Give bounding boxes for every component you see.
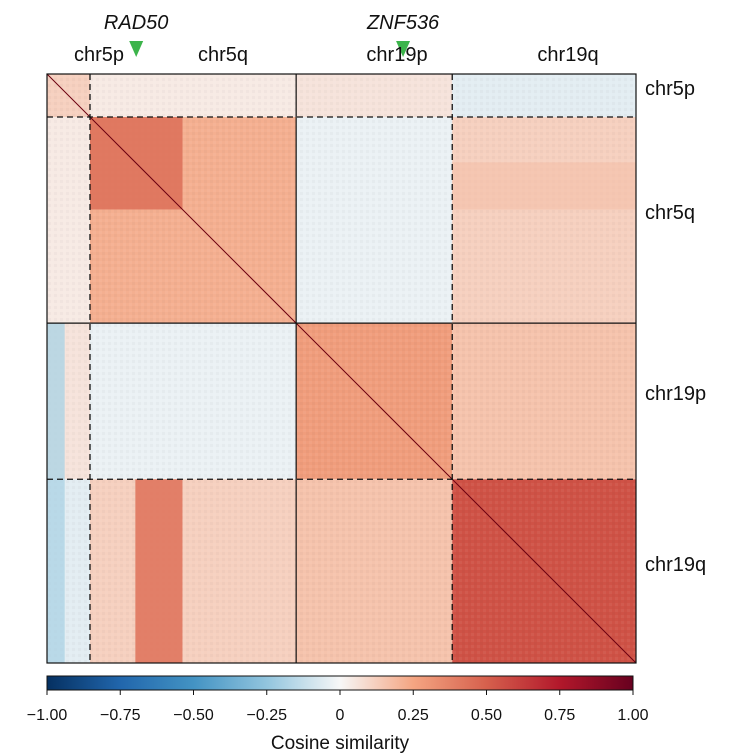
dividers — [47, 74, 636, 663]
top-label-chr19p: chr19p — [366, 44, 427, 66]
colorbar-bar — [46, 675, 634, 691]
top-label-chr19q: chr19q — [537, 44, 598, 66]
colorbar-tick-label: −1.00 — [27, 707, 68, 724]
colorbar-tick-label: −0.75 — [100, 707, 141, 724]
colorbar-tick-label: 0 — [336, 707, 345, 724]
colorbar-tick-label: 1.00 — [617, 707, 648, 724]
top-label-chr5p: chr5p — [74, 44, 124, 66]
diagonal-line — [46, 73, 637, 664]
colorbar-tick-label: −0.50 — [173, 707, 214, 724]
feature-chr5p-chr19-negative-band — [47, 323, 65, 663]
top-labels: chr5p chr5q chr19p chr19q — [74, 44, 599, 66]
heatmap-frame — [46, 73, 637, 664]
gene-label-znf536: ZNF536 — [366, 12, 440, 34]
colorbar-ticks: −1.00 −0.75 −0.50 −0.25 0 0.25 0.50 0.75 1.00 — [27, 690, 649, 724]
right-label-chr19p: chr19p — [645, 383, 706, 405]
top-label-chr5q: chr5q — [198, 44, 248, 66]
colorbar-tick-label: −0.25 — [247, 707, 288, 724]
colorbar-tick-label: 0.50 — [471, 707, 502, 724]
feature-chr19q-chr5q-band — [135, 479, 183, 663]
rad50-marker-triangle-icon — [129, 41, 144, 57]
colorbar: −1.00 −0.75 −0.50 −0.25 0 0.25 0.50 0.75 1.00 Co… — [27, 675, 649, 754]
right-label-chr5q: chr5q — [645, 202, 695, 224]
colorbar-tick-label: 0.75 — [544, 707, 575, 724]
heatmap — [46, 73, 637, 664]
feature-chr5q-chr19q-band — [452, 162, 636, 210]
znf536-marker-triangle-icon — [396, 41, 411, 57]
right-label-chr5p: chr5p — [645, 78, 695, 100]
colorbar-title: Cosine similarity — [271, 733, 410, 754]
right-labels: chr5p chr5q chr19p chr19q — [645, 78, 706, 576]
right-label-chr19q: chr19q — [645, 554, 706, 576]
colorbar-tick-label: 0.25 — [398, 707, 429, 724]
gene-label-rad50: RAD50 — [104, 12, 168, 34]
